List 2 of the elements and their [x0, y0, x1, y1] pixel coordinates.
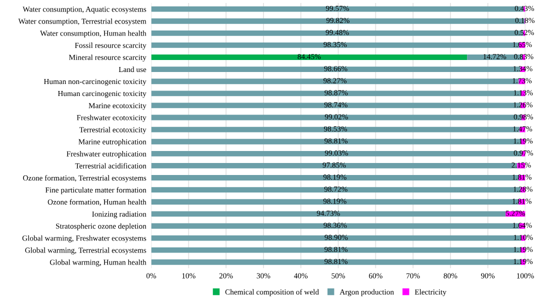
- bar: [151, 211, 506, 217]
- bar: [151, 54, 468, 60]
